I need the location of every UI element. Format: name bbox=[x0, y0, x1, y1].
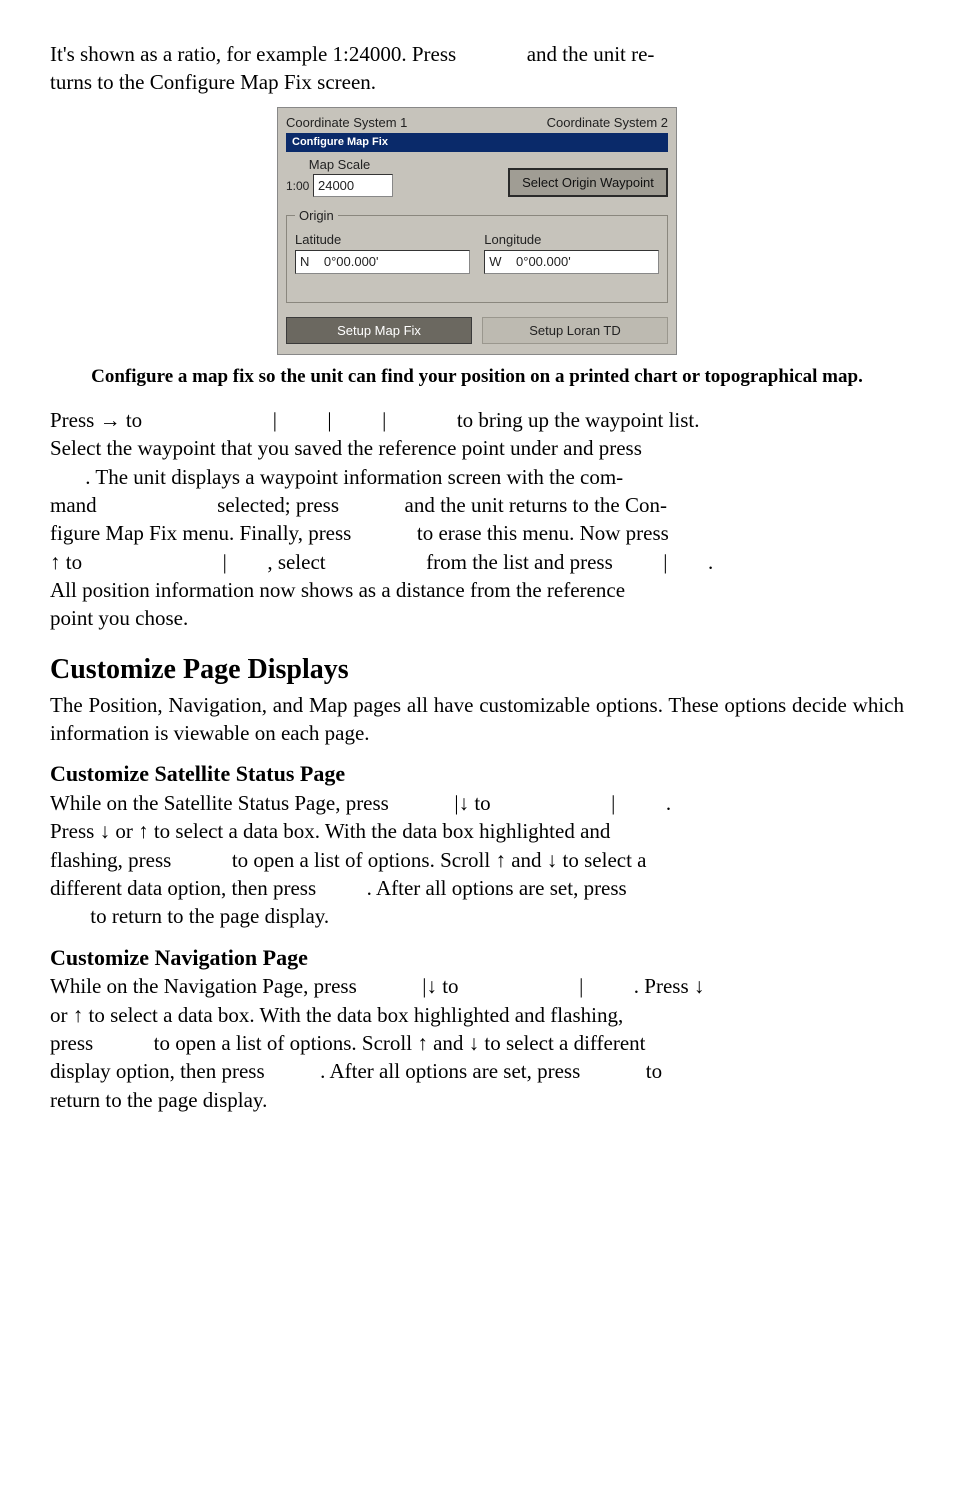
s1-a: While on the Satellite Status Page, pres… bbox=[50, 791, 389, 815]
configure-map-fix-dialog: Coordinate System 1 Coordinate System 2 … bbox=[277, 107, 677, 356]
dialog-titlebar: Configure Map Fix bbox=[286, 133, 668, 152]
s1-d: . bbox=[666, 791, 671, 815]
s1-h: different data option, then press bbox=[50, 876, 316, 900]
s2-b: |↓ to bbox=[422, 974, 458, 998]
select-origin-waypoint-button[interactable]: Select Origin Waypoint bbox=[508, 168, 668, 198]
waypoint-paragraph: Press → to | | | to bring up the waypoin… bbox=[50, 406, 904, 633]
s2-h: display option, then press bbox=[50, 1059, 265, 1083]
lon-val: 0°00.000' bbox=[516, 254, 571, 269]
setup-loran-td-button[interactable]: Setup Loran TD bbox=[482, 317, 668, 345]
s2-j: to bbox=[646, 1059, 662, 1083]
intro-paragraph: It's shown as a ratio, for example 1:240… bbox=[50, 40, 904, 97]
p2-j: and the unit returns to the Con- bbox=[405, 493, 667, 517]
intro-text-1b: and the unit re- bbox=[527, 42, 655, 66]
dialog-container: Coordinate System 1 Coordinate System 2 … bbox=[50, 107, 904, 356]
setup-map-fix-button[interactable]: Setup Map Fix bbox=[286, 317, 472, 345]
map-scale-label: Map Scale bbox=[286, 156, 393, 174]
longitude-label: Longitude bbox=[484, 231, 659, 249]
intro-text-2: turns to the Configure Map Fix screen. bbox=[50, 70, 376, 94]
s1-c: | bbox=[611, 791, 615, 815]
p2-i: selected; press bbox=[217, 493, 339, 517]
p2-l: to erase this menu. Now press bbox=[417, 521, 669, 545]
s2-e: or ↑ to select a data box. With the data… bbox=[50, 1003, 623, 1027]
p2-t: point you chose. bbox=[50, 606, 188, 630]
s2-k: return to the page display. bbox=[50, 1088, 267, 1112]
latitude-input[interactable]: N 0°00.000' bbox=[295, 250, 470, 274]
s2-g: to open a list of options. Scroll ↑ and … bbox=[154, 1031, 646, 1055]
latitude-label: Latitude bbox=[295, 231, 470, 249]
p2-r: . bbox=[708, 550, 713, 574]
customize-page-displays-heading: Customize Page Displays bbox=[50, 651, 904, 689]
bottom-button-row: Setup Map Fix Setup Loran TD bbox=[286, 317, 668, 345]
lat-dir: N bbox=[300, 254, 309, 269]
longitude-input[interactable]: W 0°00.000' bbox=[484, 250, 659, 274]
s1-f: flashing, press bbox=[50, 848, 171, 872]
s1-j: to return to the page display. bbox=[90, 904, 329, 928]
p2-q: | bbox=[663, 550, 667, 574]
p2-b: | bbox=[273, 408, 277, 432]
origin-fields-row: N 0°00.000' W 0°00.000' bbox=[295, 250, 659, 274]
s2-c: | bbox=[579, 974, 583, 998]
lat-val: 0°00.000' bbox=[324, 254, 379, 269]
map-scale-block: Map Scale 1:00 24000 bbox=[286, 156, 393, 197]
customize-navigation-heading: Customize Navigation Page bbox=[50, 943, 904, 973]
ratio-prefix: 1:00 bbox=[286, 179, 309, 193]
intro-text-1a: It's shown as a ratio, for example 1:240… bbox=[50, 42, 456, 66]
p2-a: Press → to bbox=[50, 408, 142, 432]
customize-satellite-heading: Customize Satellite Status Page bbox=[50, 759, 904, 789]
s1-e: Press ↓ or ↑ to select a data box. With … bbox=[50, 819, 610, 843]
customize-satellite-body: While on the Satellite Status Page, pres… bbox=[50, 789, 904, 931]
p2-n: | bbox=[223, 550, 227, 574]
coord-system-1-label: Coordinate System 1 bbox=[286, 114, 407, 132]
p2-o: , select bbox=[267, 550, 325, 574]
map-scale-input[interactable]: 24000 bbox=[313, 174, 393, 198]
map-scale-field-row: 1:00 24000 bbox=[286, 174, 393, 198]
p2-c: | bbox=[327, 408, 331, 432]
p2-m: ↑ to bbox=[50, 550, 82, 574]
p2-g: . The unit displays a waypoint informati… bbox=[85, 465, 623, 489]
origin-labels-row: Latitude Longitude bbox=[295, 231, 659, 249]
p2-k: figure Map Fix menu. Finally, press bbox=[50, 521, 351, 545]
scale-row: Map Scale 1:00 24000 Select Origin Waypo… bbox=[286, 156, 668, 197]
p2-e: to bring up the waypoint list. bbox=[457, 408, 700, 432]
customize-page-displays-body: The Position, Navigation, and Map pages … bbox=[50, 691, 904, 748]
s2-f: press bbox=[50, 1031, 93, 1055]
s1-i: . After all options are set, press bbox=[367, 876, 627, 900]
customize-navigation-body: While on the Navigation Page, press |↓ t… bbox=[50, 972, 904, 1114]
p2-d: | bbox=[382, 408, 386, 432]
lon-dir: W bbox=[489, 254, 501, 269]
p2-p: from the list and press bbox=[426, 550, 613, 574]
s1-g: to open a list of options. Scroll ↑ and … bbox=[232, 848, 647, 872]
coord-system-2-label: Coordinate System 2 bbox=[547, 114, 668, 132]
p2-s: All position information now shows as a … bbox=[50, 578, 625, 602]
origin-legend: Origin bbox=[295, 207, 338, 225]
origin-fieldset: Origin Latitude Longitude N 0°00.000' W … bbox=[286, 207, 668, 303]
s1-b: |↓ to bbox=[454, 791, 490, 815]
figure-caption: Configure a map fix so the unit can find… bbox=[50, 365, 904, 390]
p2-h: mand bbox=[50, 493, 97, 517]
s2-i: . After all options are set, press bbox=[320, 1059, 580, 1083]
s2-a: While on the Navigation Page, press bbox=[50, 974, 357, 998]
p2-f: Select the waypoint that you saved the r… bbox=[50, 436, 642, 460]
s2-d: . Press ↓ bbox=[634, 974, 705, 998]
coord-row: Coordinate System 1 Coordinate System 2 bbox=[286, 114, 668, 132]
